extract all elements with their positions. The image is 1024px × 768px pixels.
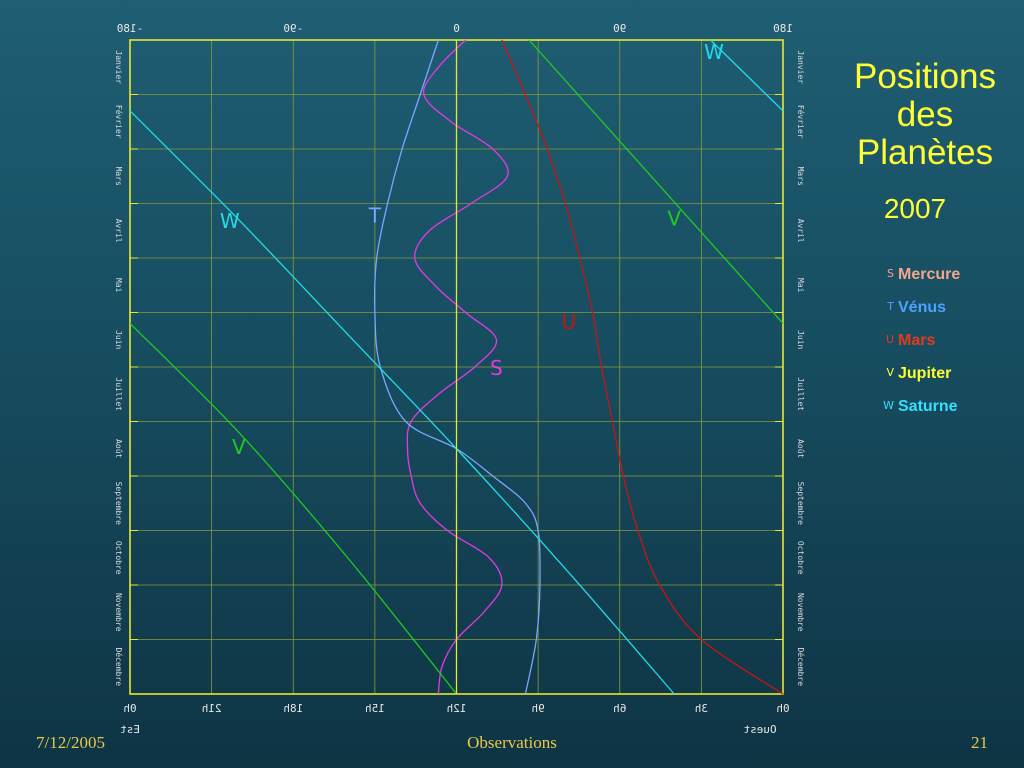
top-tick-label: -90: [283, 22, 303, 35]
month-label-right: Juillet: [796, 377, 805, 411]
series-label-t: T: [368, 204, 382, 228]
month-label-right: Mai: [796, 278, 805, 293]
month-label-left: Mars: [114, 167, 123, 186]
month-label-left: Août: [114, 439, 123, 458]
legend-item-mars: U Mars: [880, 332, 1020, 365]
legend-name: Saturne: [898, 398, 958, 415]
x-label-east: Est: [120, 723, 140, 736]
month-label-right: Novembre: [796, 593, 805, 632]
month-label-left: Novembre: [114, 593, 123, 632]
month-label-left: Avril: [114, 219, 123, 243]
series-label-v: V: [232, 435, 246, 459]
legend-symbol: W: [883, 399, 894, 412]
x-label-west: Ouest: [743, 723, 776, 736]
legend-item-venus: T Vénus: [880, 299, 1020, 332]
series-line-t: [373, 39, 541, 695]
month-label-right: Janvier: [796, 50, 805, 84]
chart-year: 2007: [883, 193, 947, 224]
month-label-right: Avril: [796, 219, 805, 243]
series-line-v: [528, 39, 784, 324]
month-label-left: Mai: [114, 278, 123, 293]
month-label-left: Février: [114, 105, 124, 139]
bottom-tick-label: 18h: [283, 702, 303, 715]
series-label-v: V: [667, 206, 681, 230]
month-label-left: Septembre: [114, 482, 123, 526]
series-label-s: S: [490, 356, 503, 380]
series-line-w: [129, 110, 675, 695]
month-label-left: Décembre: [114, 647, 124, 686]
bottom-tick-label: 6h: [613, 702, 626, 715]
series-line-w: [709, 39, 784, 112]
month-label-right: Juin: [796, 330, 805, 349]
month-label-left: Juillet: [114, 377, 123, 411]
bottom-tick-label: 12h: [447, 702, 467, 715]
footer-title: Observations: [467, 733, 557, 752]
top-tick-label: 90: [613, 22, 626, 35]
month-label-right: Septembre: [796, 482, 805, 526]
top-tick-label: -180: [117, 22, 144, 35]
legend-name: Vénus: [898, 299, 947, 316]
legend-item-mercure: S Mercure: [880, 266, 1020, 299]
legend-name: Mercure: [898, 266, 961, 283]
legend-symbol: T: [887, 300, 894, 313]
series-line-v: [129, 322, 458, 695]
month-label-left: Juin: [114, 330, 123, 349]
series-line-u: [501, 39, 784, 695]
title-line-3: Planètes: [856, 133, 994, 172]
month-label-right: Octobre: [796, 541, 805, 575]
legend-name: Mars: [898, 332, 936, 349]
chart-title: Positions des Planètes: [830, 58, 1020, 172]
title-line-2: des: [896, 95, 954, 134]
title-line-1: Positions: [853, 57, 997, 96]
legend-name: Jupiter: [898, 365, 952, 382]
legend-item-jupiter: V Jupiter: [880, 365, 1020, 398]
bottom-tick-label: 9h: [532, 702, 545, 715]
month-label-right: Février: [796, 105, 806, 139]
month-label-right: Août: [796, 439, 805, 458]
month-label-right: Décembre: [796, 647, 806, 686]
bottom-tick-label: 3h: [695, 702, 708, 715]
legend-symbol: S: [887, 267, 894, 280]
footer-page-number: 21: [971, 733, 988, 752]
series-label-w: W: [220, 209, 240, 233]
series-label-u: U: [562, 310, 577, 334]
bottom-tick-label: 21h: [202, 702, 222, 715]
month-label-left: Octobre: [114, 541, 123, 575]
footer-date: 7/12/2005: [36, 733, 105, 752]
legend-symbol: U: [885, 333, 894, 346]
legend: S Mercure T Vénus U Mars V Jupiter W Sat…: [880, 266, 1020, 431]
legend-symbol: V: [886, 366, 894, 379]
bottom-tick-label: 15h: [365, 702, 385, 715]
series-line-s: [406, 39, 509, 695]
legend-item-saturne: W Saturne: [880, 398, 1020, 431]
month-label-left: Janvier: [114, 50, 123, 84]
series-label-w: W: [704, 40, 724, 64]
top-tick-label: 180: [773, 22, 793, 35]
month-label-right: Mars: [796, 167, 805, 186]
bottom-tick-label: 0h: [123, 702, 136, 715]
bottom-tick-label: 0h: [776, 702, 789, 715]
top-tick-label: 0: [453, 22, 460, 35]
